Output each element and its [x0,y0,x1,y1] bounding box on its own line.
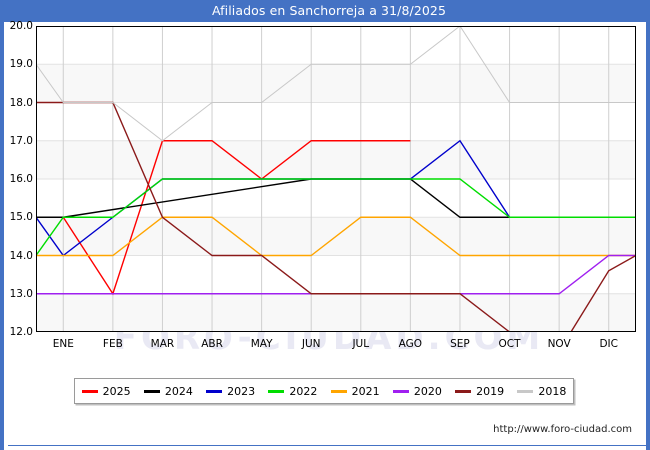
series-line-2018 [36,26,636,142]
x-tick-label: FEB [102,338,123,350]
legend-label: 2024 [164,384,193,398]
y-tick-label: 12.0 [9,326,33,338]
legend-label: 2018 [538,384,567,398]
legend-swatch-icon [330,389,347,393]
x-axis: ENE FEB MAR ABR MAY JUN JUL AGO SEP OCT NOV DIC [36,336,636,354]
x-tick-label: MAR [150,338,175,350]
x-tick-label: JUN [301,338,321,350]
plot-area [36,26,636,332]
legend-swatch-icon [517,389,534,393]
y-tick-label: 17.0 [9,134,33,147]
y-tick-label: 20.0 [9,20,33,32]
page-title: Afiliados en Sanchorreja a 31/8/2025 [211,3,447,18]
chart-legend: 2025 2024 2023 2022 2021 2020 2019 2018 [74,378,574,404]
legend-swatch-icon [455,389,472,393]
series-line-2019 [36,101,636,332]
legend-item-2018[interactable]: 2018 [517,385,566,398]
x-tick-label: SEP [450,338,470,350]
plot-border [36,26,636,332]
legend-item-2021[interactable]: 2021 [330,384,380,398]
series-line-2021 [36,216,636,257]
legend-label: 2023 [227,384,256,398]
legend-item-2019[interactable]: 2019 [455,385,504,398]
series-line-2022 [36,178,636,256]
x-tick-label: OCT [498,338,521,350]
x-tick-label: NOV [547,338,571,350]
legend-swatch-icon [81,389,98,393]
x-tick-label: DIC [599,338,618,350]
legend-label: 2025 [102,384,131,398]
x-tick-label: ENE [52,338,74,350]
y-tick-label: 13.0 [9,287,33,300]
window-title-bar: Afiliados en Sanchorreja a 31/8/2025 [4,0,650,22]
legend-label: 2019 [476,384,505,398]
footer-divider [8,445,650,446]
x-tick-label: ABR [201,338,223,350]
legend-label: 2021 [351,384,380,398]
y-tick-label: 15.0 [9,211,33,224]
legend-swatch-icon [143,389,160,393]
source-url: http://www.foro-ciudad.com [493,424,632,435]
plot-band [36,140,636,179]
legend-item-2022[interactable]: 2022 [268,385,317,398]
series-line-2025 [62,140,411,296]
x-tick-label: MAY [250,338,273,350]
legend-label: 2020 [413,384,442,398]
legend-swatch-icon [206,389,223,393]
y-axis: 20.0 19.0 18.0 17.0 16.0 15.0 14.0 13.0 12.0 [4,21,33,338]
plot-band [36,293,636,332]
legend-item-2024[interactable]: 2024 [143,384,193,398]
line-chart-svg [36,26,636,332]
y-tick-label: 19.0 [9,58,33,71]
x-tick-label: AGO [398,338,423,350]
legend-item-2020[interactable]: 2020 [392,384,442,398]
y-tick-label: 16.0 [9,173,33,185]
series-line-2024 [36,178,510,218]
legend-label: 2022 [289,384,318,398]
y-tick-label: 18.0 [9,96,33,109]
series-line-2020 [36,254,636,295]
plot-band [36,64,636,103]
legend-item-2023[interactable]: 2023 [206,385,255,398]
y-tick-label: 14.0 [9,249,33,262]
legend-swatch-icon [268,389,285,393]
legend-swatch-icon [392,389,409,393]
x-tick-label: JUL [352,338,370,350]
legend-item-2025[interactable]: 2025 [81,384,131,398]
